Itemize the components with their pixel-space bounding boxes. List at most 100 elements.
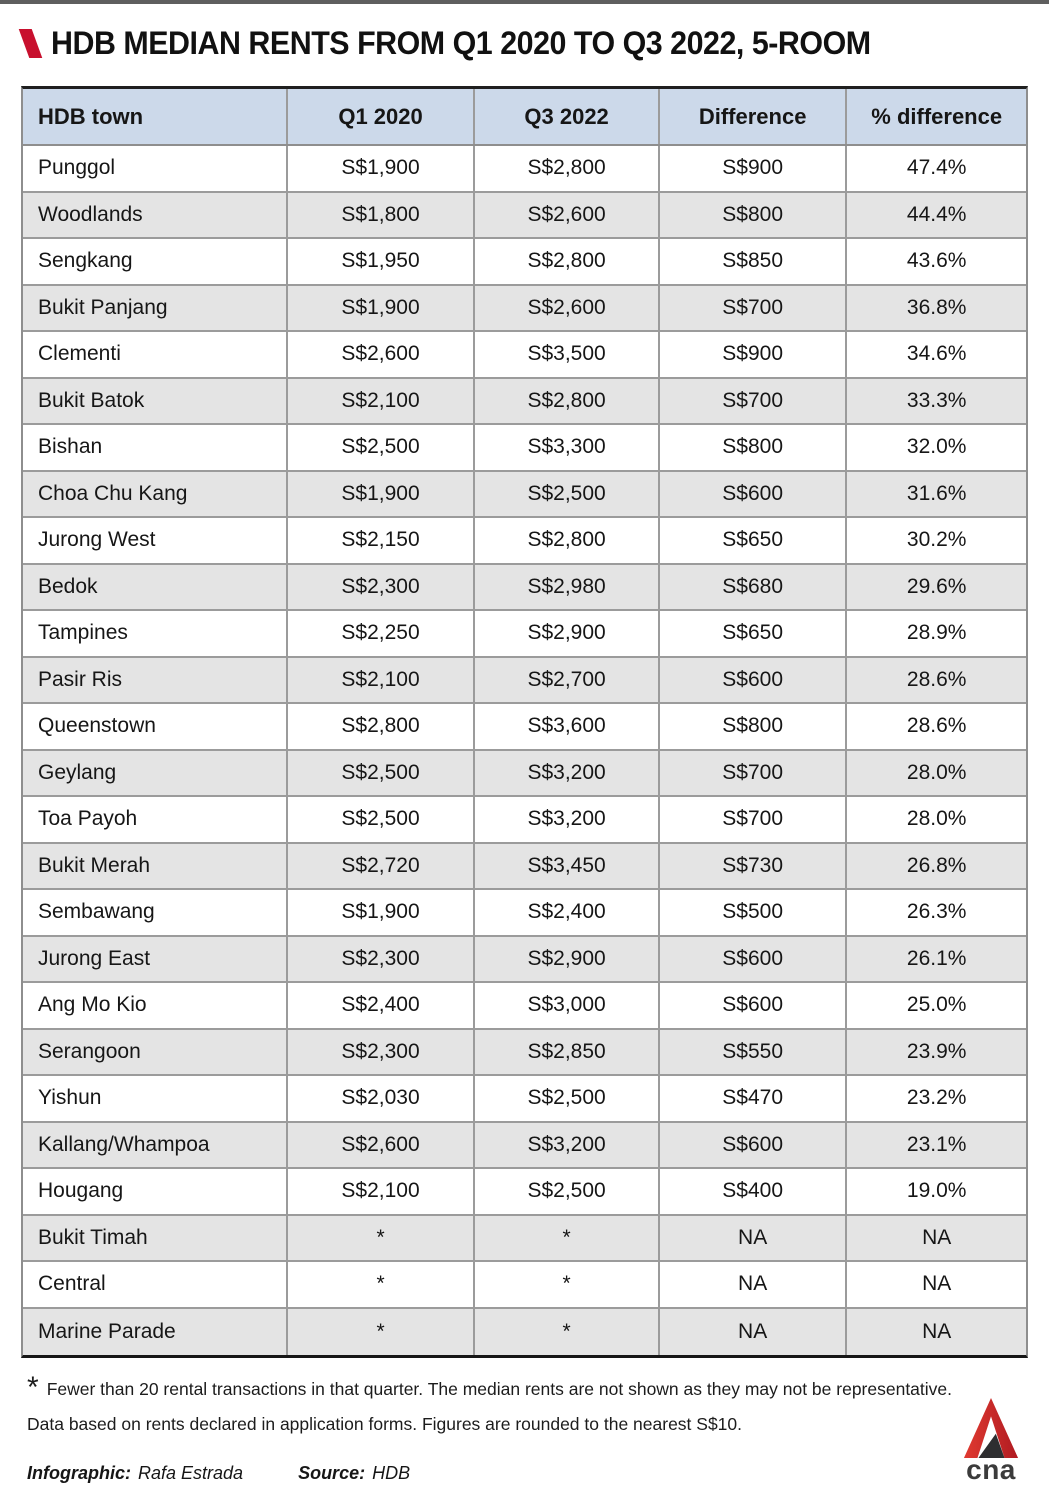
footnote-text-1: Fewer than 20 rental transactions in tha…	[46, 1379, 953, 1399]
value-cell: NA	[922, 1225, 952, 1249]
town-cell: Bedok	[23, 564, 288, 609]
rent-table: HDB town Q1 2020 Q3 2022 Difference % di…	[21, 86, 1028, 1358]
table-row: Bukit Merah S$2,720 S$3,450 S$730 26.8%	[23, 843, 1026, 890]
town-cell: Jurong West	[23, 518, 288, 563]
page-title: HDB MEDIAN RENTS FROM Q1 2020 TO Q3 2022…	[51, 25, 871, 61]
source-credit: Source: HDB	[298, 1463, 410, 1484]
table-row: Ang Mo Kio S$2,400 S$3,000 S$600 25.0%	[23, 983, 1026, 1030]
value-cell: S$2,800	[475, 146, 660, 191]
top-window-bar	[0, 0, 1049, 4]
value-cell: *	[288, 1308, 476, 1355]
town-cell: Bukit Panjang	[23, 285, 288, 330]
value-cell: S$2,600	[288, 1122, 476, 1167]
cna-logo-mark-icon	[963, 1398, 1019, 1458]
value-cell: S$900	[660, 332, 848, 377]
value-cell: S$2,300	[288, 564, 476, 609]
value-cell: S$2,500	[475, 1169, 660, 1214]
town-cell: Queenstown	[23, 704, 288, 749]
value-cell: S$650	[660, 518, 848, 563]
column-header-difference: Difference	[660, 89, 848, 144]
value-cell: 25.0%	[906, 993, 967, 1017]
town-cell: Jurong East	[23, 936, 288, 981]
value-cell: 31.6%	[906, 481, 967, 505]
value-cell: S$800	[660, 425, 848, 470]
table-row: Tampines S$2,250 S$2,900 S$650 28.9%	[23, 611, 1026, 658]
town-cell: Yishun	[23, 1076, 288, 1121]
table-row: Queenstown S$2,800 S$3,600 S$800 28.6%	[23, 704, 1026, 751]
table-row: Jurong East S$2,300 S$2,900 S$600 26.1%	[23, 936, 1026, 983]
value-cell: 43.6%	[906, 249, 967, 273]
value-cell: S$2,720	[288, 843, 476, 888]
value-cell: S$2,100	[288, 378, 476, 423]
value-cell: NA	[922, 1272, 952, 1296]
value-cell: S$2,500	[475, 471, 660, 516]
value-cell: S$600	[660, 936, 848, 981]
table-row: Kallang/Whampoa S$2,600 S$3,200 S$600 23.1%	[23, 1122, 1026, 1169]
value-cell: S$2,500	[288, 750, 476, 795]
value-cell: NA	[660, 1308, 848, 1355]
value-cell: S$2,030	[288, 1076, 476, 1121]
value-cell: S$2,900	[475, 611, 660, 656]
value-cell: S$2,400	[288, 983, 476, 1028]
value-cell: S$650	[660, 611, 848, 656]
town-cell: Bukit Merah	[23, 843, 288, 888]
value-cell: S$900	[660, 146, 848, 191]
value-cell: 23.1%	[906, 1132, 967, 1156]
table-row: Sembawang S$1,900 S$2,400 S$500 26.3%	[23, 890, 1026, 937]
town-cell: Toa Payoh	[23, 797, 288, 842]
value-cell: S$800	[660, 704, 848, 749]
town-cell: Bukit Timah	[23, 1215, 288, 1260]
value-cell: S$3,200	[475, 750, 660, 795]
value-cell: S$700	[660, 378, 848, 423]
footnote-text-2: Data based on rents declared in applicat…	[27, 1414, 743, 1434]
value-cell: S$2,900	[475, 936, 660, 981]
town-cell: Clementi	[23, 332, 288, 377]
town-cell: Punggol	[23, 146, 288, 191]
infographic-author: Rafa Estrada	[138, 1462, 244, 1483]
value-cell: S$2,600	[288, 332, 476, 377]
value-cell: 19.0%	[906, 1179, 967, 1203]
asterisk-marker: *	[27, 1371, 39, 1404]
value-cell: NA	[922, 1319, 952, 1343]
value-cell: NA	[660, 1262, 848, 1307]
value-cell: 36.8%	[906, 295, 967, 319]
value-cell: 26.3%	[906, 900, 967, 924]
value-cell: 28.6%	[906, 667, 967, 691]
table-body: Punggol S$1,900 S$2,800 S$900 47.4% Woodlands…	[23, 146, 1026, 1355]
value-cell: NA	[660, 1215, 848, 1260]
town-cell: Geylang	[23, 750, 288, 795]
town-cell: Kallang/Whampoa	[23, 1122, 288, 1167]
value-cell: S$470	[660, 1076, 848, 1121]
table-row: Geylang S$2,500 S$3,200 S$700 28.0%	[23, 750, 1026, 797]
table-row: Clementi S$2,600 S$3,500 S$900 34.6%	[23, 332, 1026, 379]
town-cell: Sembawang	[23, 890, 288, 935]
table-row: Sengkang S$1,950 S$2,800 S$850 43.6%	[23, 239, 1026, 286]
table-row: Bukit Batok S$2,100 S$2,800 S$700 33.3%	[23, 378, 1026, 425]
value-cell: S$1,900	[288, 285, 476, 330]
value-cell: 26.8%	[906, 853, 967, 877]
value-cell: S$1,900	[288, 471, 476, 516]
value-cell: S$2,700	[475, 657, 660, 702]
value-cell: S$2,980	[475, 564, 660, 609]
credits-row: Infographic: Rafa Estrada Source: HDB	[27, 1463, 1022, 1484]
column-header-q3-2022: Q3 2022	[475, 89, 660, 144]
value-cell: S$2,500	[288, 425, 476, 470]
value-cell: S$3,300	[475, 425, 660, 470]
cna-logo: cna	[962, 1398, 1020, 1484]
value-cell: S$3,200	[475, 797, 660, 842]
value-cell: S$600	[660, 657, 848, 702]
value-cell: S$730	[660, 843, 848, 888]
value-cell: 44.4%	[906, 202, 967, 226]
footnote-asterisk-line: * Fewer than 20 rental transactions in t…	[27, 1371, 1022, 1404]
table-row: Choa Chu Kang S$1,900 S$2,500 S$600 31.6%	[23, 471, 1026, 518]
town-cell: Marine Parade	[23, 1308, 288, 1355]
table-row: Pasir Ris S$2,100 S$2,700 S$600 28.6%	[23, 657, 1026, 704]
value-cell: 29.6%	[906, 574, 967, 598]
value-cell: S$550	[660, 1029, 848, 1074]
table-row: Punggol S$1,900 S$2,800 S$900 47.4%	[23, 146, 1026, 193]
value-cell: S$400	[660, 1169, 848, 1214]
value-cell: 32.0%	[906, 435, 967, 459]
title-row: HDB MEDIAN RENTS FROM Q1 2020 TO Q3 2022…	[18, 25, 1029, 62]
value-cell: 23.2%	[906, 1086, 967, 1110]
